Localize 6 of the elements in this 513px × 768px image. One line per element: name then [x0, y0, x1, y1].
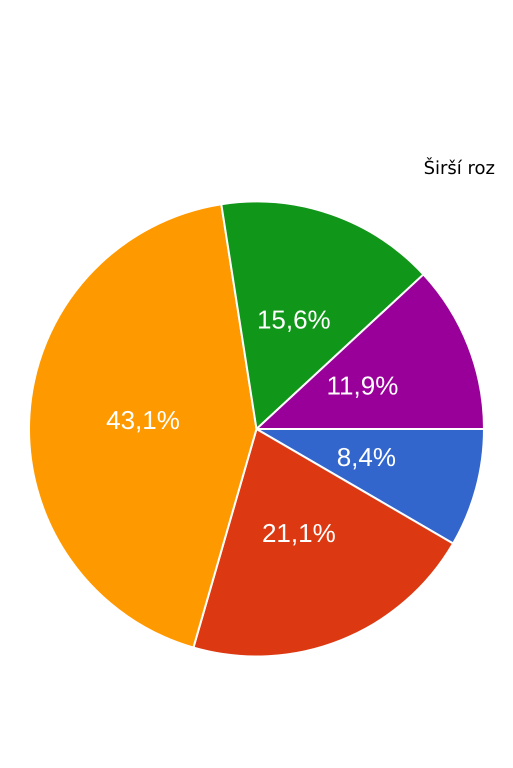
data-label: 43,1% — [106, 405, 180, 436]
data-label: 21,1% — [262, 518, 336, 548]
data-label: 15,6% — [256, 304, 331, 335]
data-label: 8,4% — [336, 442, 396, 472]
text: Širší roz — [422, 158, 496, 179]
data-label: 11,9% — [326, 370, 398, 401]
